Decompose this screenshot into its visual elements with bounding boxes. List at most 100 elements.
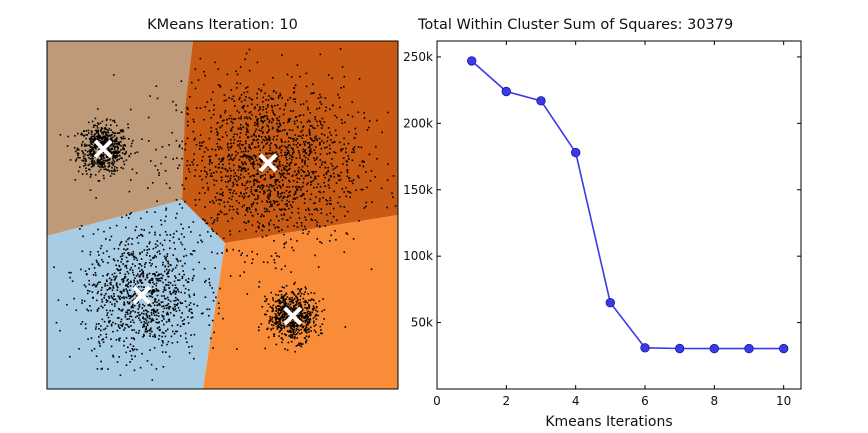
data-point [225,99,227,102]
data-point [289,330,291,333]
data-point [291,301,293,304]
data-point [111,136,114,139]
data-point [295,322,297,325]
data-point [303,293,305,296]
data-point [92,161,94,164]
data-point [144,309,147,311]
data-point [180,291,182,294]
data-point [288,322,291,324]
data-point [133,258,136,261]
data-point [138,263,141,265]
data-point [314,116,316,118]
data-point [114,276,117,279]
data-point [107,368,109,370]
data-point [85,144,88,146]
data-point [216,252,219,255]
data-point [93,136,96,139]
data-point [348,191,351,193]
data-point [233,100,236,102]
data-point [109,301,112,303]
data-point [119,242,122,244]
data-point [102,275,104,277]
data-point [304,330,307,332]
data-point [241,252,243,254]
data-point [118,264,120,267]
data-point [339,106,341,109]
data-point [110,279,113,281]
data-point [103,168,105,171]
data-point [302,134,304,136]
data-point [284,302,287,305]
data-point [286,153,288,156]
data-point [154,336,156,338]
data-point [272,324,275,327]
data-point [269,183,271,186]
data-point [123,303,125,306]
data-point [291,320,293,323]
data-point [266,141,268,144]
data-point [216,192,218,194]
data-point [319,93,321,96]
data-point [200,312,203,315]
data-point [220,179,223,182]
data-point [255,155,257,158]
data-point [90,160,93,162]
data-point [123,304,126,306]
data-point [277,299,279,302]
data-point [131,295,134,297]
data-point [106,131,109,133]
data-point [324,110,327,112]
data-point [297,323,299,325]
data-point [142,317,144,319]
data-point [275,343,278,346]
data-point [158,273,160,276]
data-point [244,214,247,216]
data-point [154,299,156,301]
data-point [175,139,178,142]
data-point [109,137,112,140]
data-point [316,238,319,240]
data-point [280,138,283,141]
data-point [100,156,102,159]
data-point [292,143,295,146]
data-point [308,130,311,133]
data-point [187,322,190,324]
data-point [159,242,162,245]
data-point [168,320,171,323]
data-point [148,280,150,283]
data-point [166,255,168,257]
data-point [304,175,307,177]
data-point [217,132,219,135]
data-point [133,281,135,283]
data-point [116,146,119,148]
data-point [132,304,134,306]
data-point [89,251,92,253]
data-point [86,308,88,311]
data-point [193,121,195,123]
data-point [165,321,168,323]
data-point [204,74,206,77]
data-point [201,178,203,181]
data-point [271,98,273,100]
data-point [345,160,348,162]
data-point [296,297,299,300]
data-point [106,314,108,316]
data-point [304,312,306,314]
data-point [266,208,268,210]
data-point [120,141,122,143]
data-point [204,281,206,283]
data-point [183,318,186,321]
data-point [158,172,160,174]
data-point [106,155,108,157]
data-point [134,256,136,258]
data-point [225,213,228,215]
data-point [257,142,259,144]
data-point [80,323,82,325]
data-point [292,110,294,112]
data-point [94,133,97,135]
data-point [79,228,81,230]
data-point [256,119,258,121]
data-point [158,174,160,176]
data-point [80,268,82,271]
data-point [272,111,274,114]
